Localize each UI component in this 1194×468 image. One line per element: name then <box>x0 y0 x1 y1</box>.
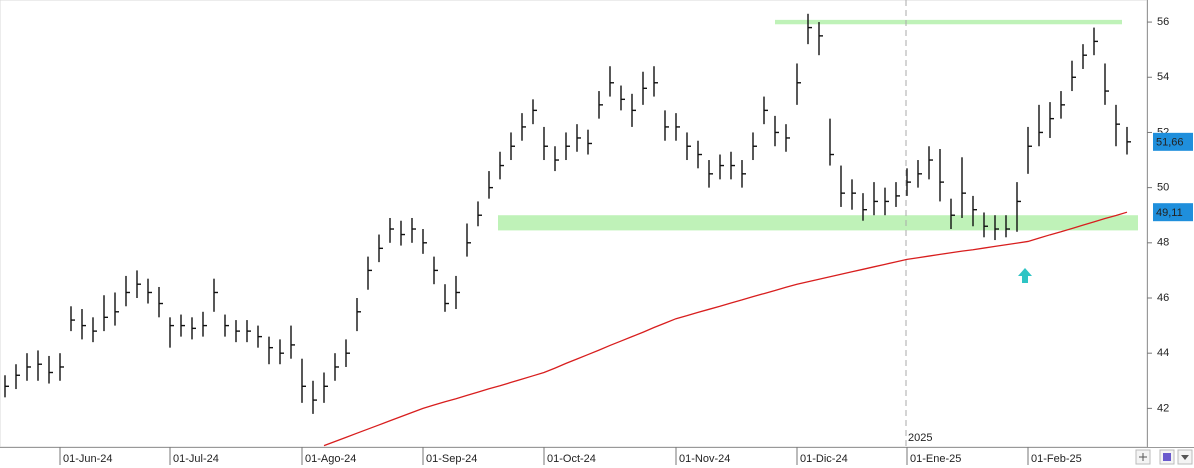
zoom-icon <box>1139 453 1147 461</box>
zone <box>498 215 1138 231</box>
y-tick-label: 46 <box>1157 292 1169 304</box>
signal-arrow <box>1018 268 1032 283</box>
moving-average <box>323 211 1128 447</box>
y-tick-label: 42 <box>1157 402 1169 414</box>
save-icon <box>1163 453 1171 461</box>
y-tick-label: 44 <box>1157 347 1169 359</box>
y-tick-label: 50 <box>1157 182 1169 194</box>
x-tick-label: 01-Sep-24 <box>426 453 477 465</box>
x-tick-label: 01-Ene-25 <box>910 453 961 465</box>
y-tick-label: 48 <box>1157 237 1169 249</box>
price-label-box <box>1153 132 1193 151</box>
y-tick-label: 54 <box>1157 71 1169 83</box>
x-tick-label: 01-Feb-25 <box>1031 453 1082 465</box>
menu-icon <box>1181 455 1189 460</box>
price-label: 51,66 <box>1156 137 1184 149</box>
x-tick-label: 01-Dic-24 <box>800 453 848 465</box>
year-label: 2025 <box>908 432 932 444</box>
x-tick-label: 01-Ago-24 <box>305 453 356 465</box>
price-label-box <box>1153 203 1193 222</box>
x-tick-label: 01-Oct-24 <box>547 453 596 465</box>
y-tick-label: 56 <box>1157 16 1169 28</box>
x-tick-label: 01-Nov-24 <box>679 453 730 465</box>
x-tick-label: 01-Jul-24 <box>173 453 219 465</box>
x-tick-label: 01-Jun-24 <box>63 453 113 465</box>
plot-layer: 2025 <box>4 0 1138 447</box>
zone <box>775 19 1122 25</box>
price-label: 49,11 <box>1156 207 1183 219</box>
